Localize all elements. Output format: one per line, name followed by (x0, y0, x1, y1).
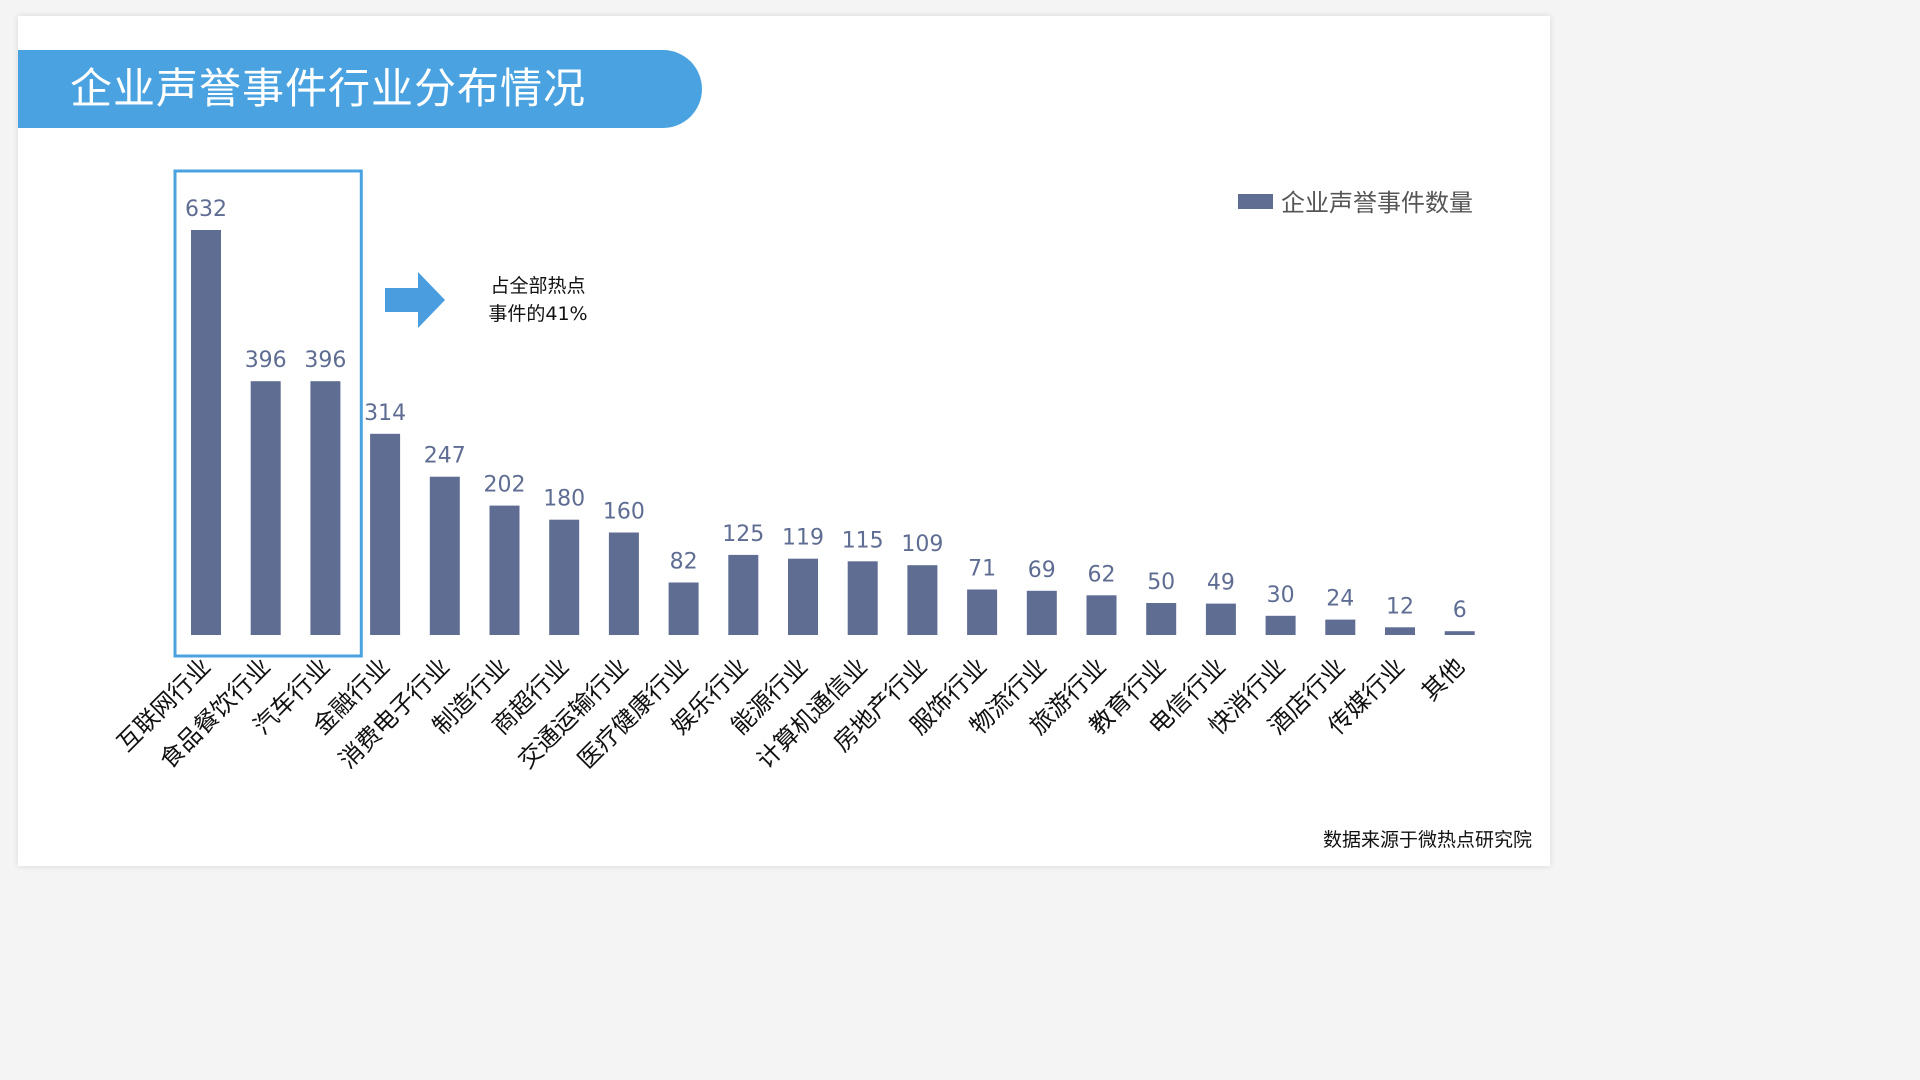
bar-7 (549, 519, 580, 635)
bar-16 (1086, 595, 1117, 635)
bar-15 (1026, 590, 1057, 635)
right-arrow-icon (385, 272, 445, 328)
value-label-4: 314 (364, 401, 406, 426)
bar-11 (788, 558, 818, 635)
callout-line-1: 占全部热点 (490, 275, 586, 297)
value-label-2: 396 (245, 348, 287, 373)
callout-line-2: 事件的41% (488, 303, 588, 325)
value-label-22: 6 (1453, 598, 1467, 623)
bar-19 (1265, 615, 1296, 635)
value-label-19: 30 (1267, 583, 1295, 608)
value-label-15: 69 (1028, 558, 1056, 583)
value-label-21: 12 (1386, 594, 1414, 619)
value-label-6: 202 (484, 473, 526, 498)
bar-6 (489, 505, 520, 635)
value-label-10: 125 (722, 522, 764, 547)
bar-17 (1146, 603, 1177, 635)
bar-12 (847, 561, 878, 635)
title-banner: 企业声誉事件行业分布情况 (18, 50, 702, 128)
value-label-17: 50 (1147, 570, 1175, 595)
bar-20 (1325, 619, 1356, 635)
bar-8 (608, 532, 639, 635)
bar-21 (1385, 627, 1415, 635)
callout-text: 占全部热点 事件的41% (468, 272, 608, 328)
value-label-13: 109 (901, 532, 943, 557)
data-source-note: 数据来源于微热点研究院 (1322, 829, 1532, 851)
bar-2 (250, 381, 281, 635)
value-label-12: 115 (842, 528, 884, 553)
legend-label: 企业声誉事件数量 (1281, 189, 1473, 217)
value-label-5: 247 (424, 444, 466, 469)
value-label-8: 160 (603, 500, 645, 525)
chart-title: 企业声誉事件行业分布情况 (70, 64, 587, 113)
bar-1 (191, 230, 221, 635)
legend-swatch (1238, 194, 1273, 209)
value-label-18: 49 (1207, 571, 1235, 596)
value-label-3: 396 (304, 348, 346, 373)
bar-13 (907, 565, 938, 635)
value-label-14: 71 (968, 557, 996, 582)
bar-10 (728, 554, 759, 635)
highlight-box (173, 169, 363, 658)
value-label-20: 24 (1326, 587, 1354, 612)
bar-5 (429, 476, 460, 635)
value-label-7: 180 (543, 487, 585, 512)
slide: 企业声誉事件行业分布情况 632 396 396 314 247 202 180 160 82 1… (18, 16, 1550, 866)
value-label-11: 119 (782, 526, 824, 551)
bar-9 (668, 582, 699, 635)
bar-3 (310, 381, 341, 635)
value-label-9: 82 (670, 550, 698, 575)
bar-4 (370, 433, 401, 635)
value-label-1: 632 (185, 197, 227, 222)
bar-14 (967, 589, 998, 635)
value-label-16: 62 (1088, 562, 1116, 587)
category-label-22: 其他 (1416, 652, 1470, 706)
bar-18 (1205, 603, 1236, 635)
bar-22 (1444, 631, 1475, 635)
bar-chart: 632 396 396 314 247 202 180 160 82 125 119 115 109 71… (112, 169, 1475, 774)
